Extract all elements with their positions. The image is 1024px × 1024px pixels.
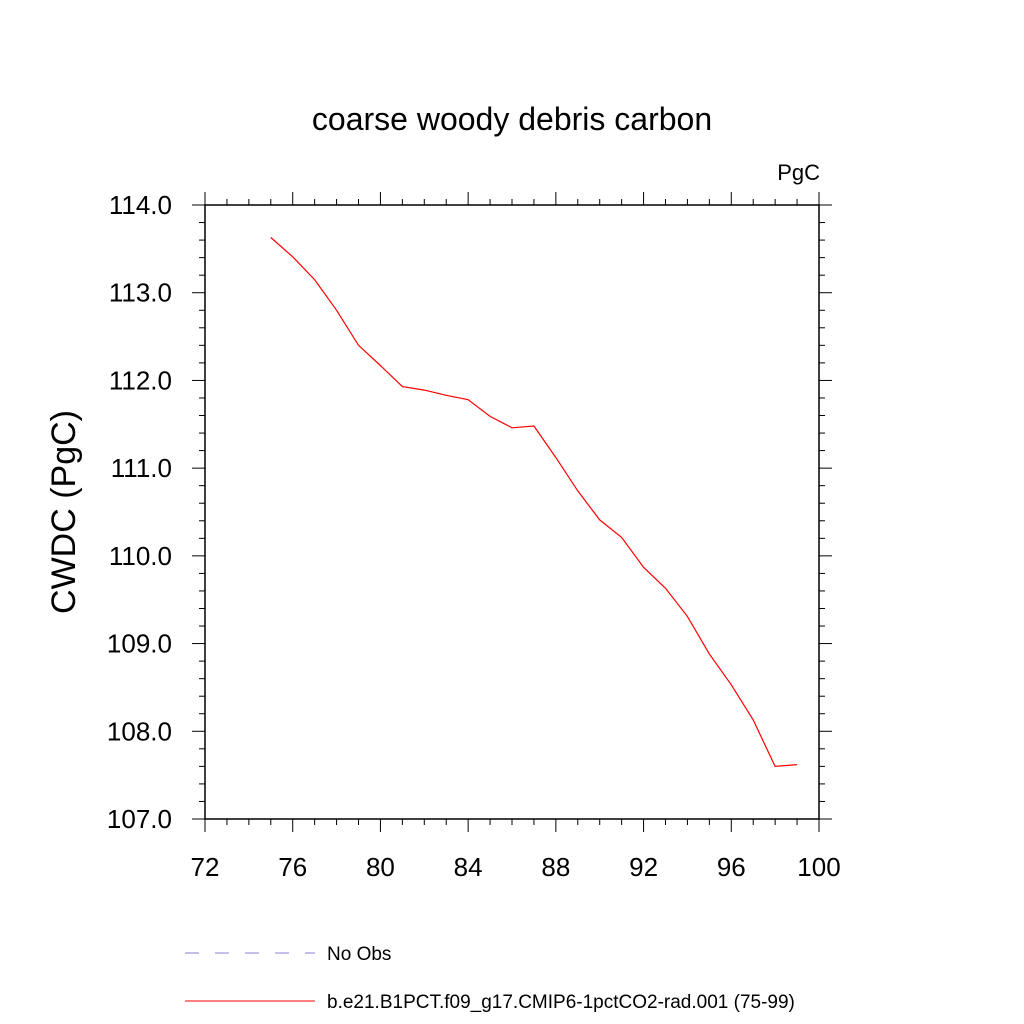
axis-ticks — [192, 192, 832, 832]
y-tick-label: 110.0 — [109, 541, 172, 571]
legend-label-no-obs: No Obs — [327, 944, 391, 965]
x-tick-labels: 72 76 80 84 88 92 96 100 — [191, 852, 841, 882]
y-axis-label: CWDC (PgC) — [45, 410, 83, 614]
x-tick-label: 80 — [366, 852, 395, 882]
x-tick-label: 92 — [629, 852, 658, 882]
plot-area-frame — [204, 204, 820, 820]
x-tick-label: 88 — [541, 852, 570, 882]
series-line — [270, 237, 798, 768]
x-tick-label: 100 — [797, 852, 840, 882]
x-tick-label: 96 — [717, 852, 746, 882]
chart-title: coarse woody debris carbon — [312, 101, 712, 137]
x-tick-label: 76 — [278, 852, 307, 882]
y-tick-label: 111.0 — [111, 453, 172, 483]
y-tick-label: 108.0 — [107, 716, 172, 746]
series-group — [270, 237, 798, 768]
legend-label-model-run: b.e21.B1PCT.f09_g17.CMIP6-1pctCO2-rad.00… — [327, 992, 795, 1013]
y-tick-label: 114.0 — [109, 190, 172, 220]
legend: No Obs b.e21.B1PCT.f09_g17.CMIP6-1pctCO2… — [185, 944, 795, 1013]
y-tick-label: 107.0 — [107, 804, 172, 834]
y-tick-label: 112.0 — [109, 365, 172, 395]
units-label: PgC — [777, 160, 820, 185]
x-tick-label: 84 — [454, 852, 483, 882]
y-tick-labels: 107.0 108.0 109.0 110.0 111.0 112.0 113.0 114.0 — [107, 190, 172, 834]
x-tick-label: 72 — [191, 852, 220, 882]
y-tick-label: 113.0 — [109, 278, 172, 308]
y-tick-label: 109.0 — [107, 629, 172, 659]
